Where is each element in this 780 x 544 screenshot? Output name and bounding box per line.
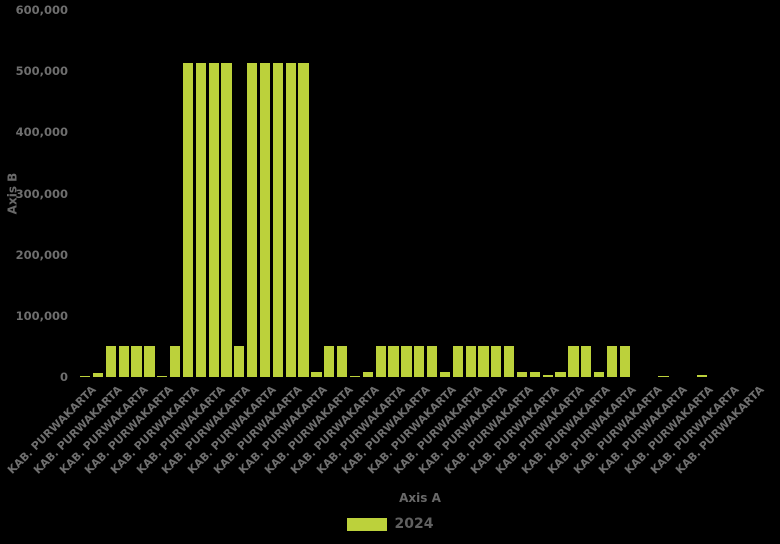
bar[interactable] — [658, 375, 669, 377]
y-axis-tick-label: 600,000 — [15, 3, 68, 17]
bar[interactable] — [221, 63, 232, 377]
bar[interactable] — [324, 346, 335, 377]
bar[interactable] — [337, 346, 348, 377]
bar[interactable] — [234, 346, 245, 377]
bar[interactable] — [401, 346, 412, 377]
y-axis-tick-label: 300,000 — [15, 186, 68, 201]
bar[interactable] — [92, 372, 104, 377]
bar[interactable] — [80, 375, 91, 377]
bar[interactable] — [388, 346, 399, 377]
bar[interactable] — [542, 375, 553, 377]
legend-swatch — [346, 518, 387, 531]
y-axis-tick-label: 200,000 — [15, 247, 68, 262]
bar[interactable] — [516, 372, 528, 377]
bar[interactable] — [247, 63, 258, 377]
bar[interactable] — [118, 346, 129, 377]
bar[interactable] — [272, 63, 284, 377]
y-axis-tick-label: 100,000 — [15, 308, 68, 323]
bar[interactable] — [426, 346, 438, 377]
y-axis-tick-label: 400,000 — [15, 125, 68, 140]
bar[interactable] — [208, 63, 219, 377]
bar[interactable] — [619, 346, 630, 377]
bar[interactable] — [285, 63, 296, 377]
bar[interactable] — [131, 346, 142, 377]
bar[interactable] — [478, 346, 489, 377]
bar[interactable] — [375, 346, 386, 377]
bar[interactable] — [414, 346, 425, 377]
y-axis-tick-label: 0 — [59, 370, 68, 384]
bar[interactable] — [105, 346, 116, 377]
bar[interactable] — [606, 346, 618, 377]
bar[interactable] — [594, 372, 605, 377]
bar[interactable] — [157, 375, 168, 377]
bar[interactable] — [182, 63, 194, 377]
bar[interactable] — [144, 346, 155, 377]
bar[interactable] — [259, 63, 271, 377]
bar[interactable] — [504, 346, 515, 377]
legend-label: 2024 — [394, 516, 434, 532]
bar[interactable] — [529, 372, 541, 377]
bar[interactable] — [581, 346, 592, 377]
bar[interactable] — [195, 63, 206, 377]
bar[interactable] — [298, 63, 309, 377]
bar[interactable] — [311, 372, 322, 377]
bar[interactable] — [555, 372, 566, 377]
bar[interactable] — [452, 346, 463, 377]
legend: 2024 — [0, 517, 780, 532]
bar[interactable] — [349, 375, 361, 377]
y-axis-tick-label: 500,000 — [15, 64, 68, 79]
bar[interactable] — [465, 346, 476, 377]
x-axis-title: Axis A — [399, 491, 441, 505]
bar[interactable] — [169, 346, 181, 377]
bar[interactable] — [491, 346, 502, 377]
bar[interactable] — [362, 372, 373, 377]
bar[interactable] — [439, 372, 451, 377]
bar[interactable] — [568, 346, 579, 377]
legend-item-2024[interactable]: 2024 — [346, 516, 434, 532]
bar[interactable] — [696, 374, 708, 377]
